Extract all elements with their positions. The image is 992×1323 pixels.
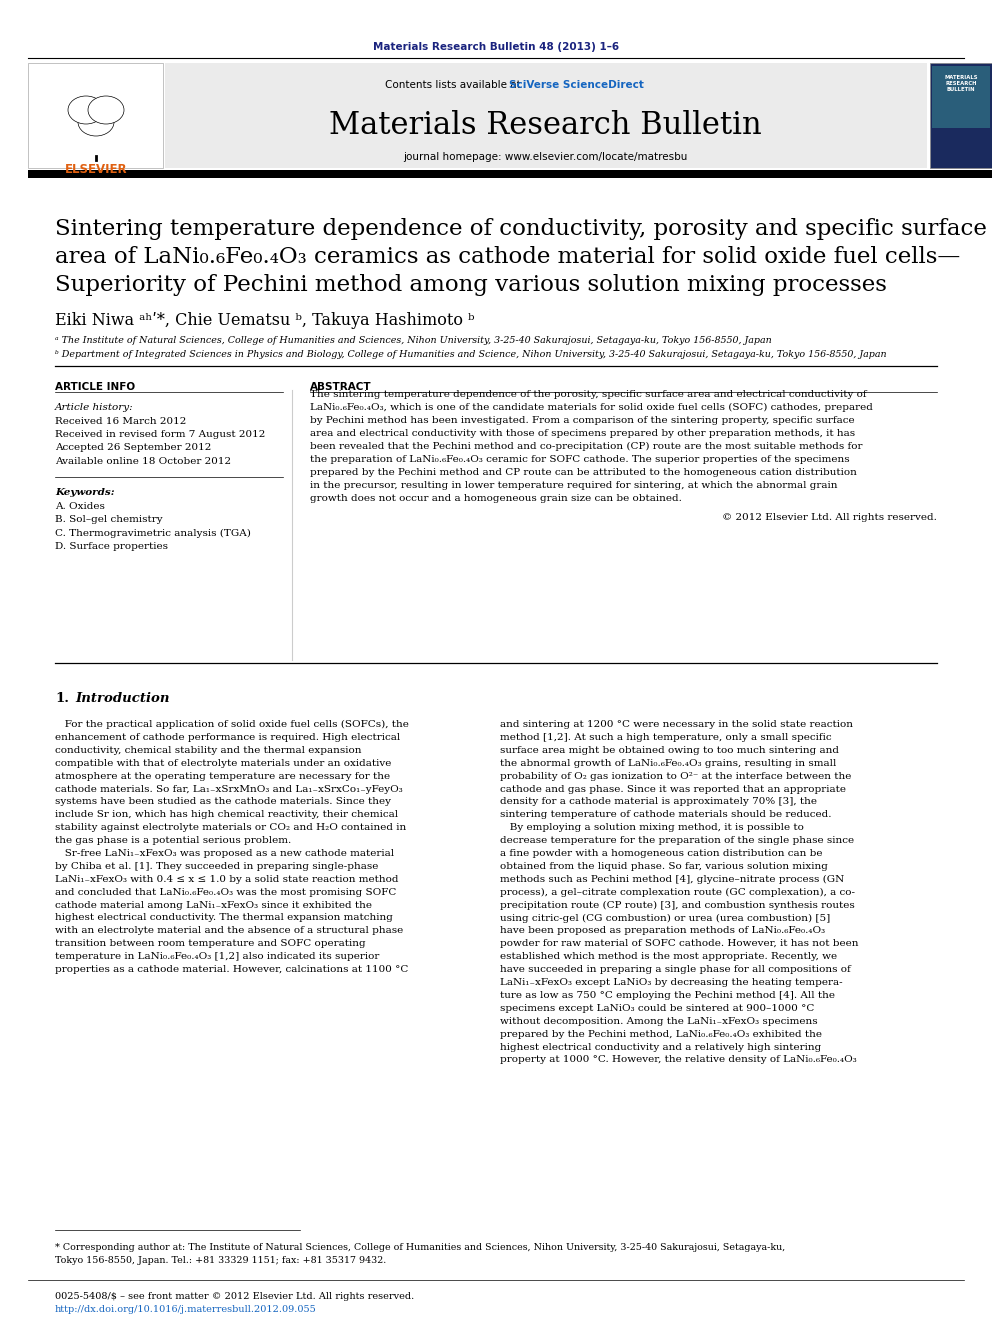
Text: MATERIALS
RESEARCH
BULLETIN: MATERIALS RESEARCH BULLETIN [944,75,978,93]
Text: specimens except LaNiO₃ could be sintered at 900–1000 °C: specimens except LaNiO₃ could be sintere… [500,1004,814,1013]
Text: and concluded that LaNi₀.₆Fe₀.₄O₃ was the most promising SOFC: and concluded that LaNi₀.₆Fe₀.₄O₃ was th… [55,888,397,897]
Text: and sintering at 1200 °C were necessary in the solid state reaction: and sintering at 1200 °C were necessary … [500,720,853,729]
Text: by Chiba et al. [1]. They succeeded in preparing single-phase: by Chiba et al. [1]. They succeeded in p… [55,861,378,871]
Bar [28,169,992,179]
Text: area of LaNi₀.₆Fe₀.₄O₃ ceramics as cathode material for solid oxide fuel cells—: area of LaNi₀.₆Fe₀.₄O₃ ceramics as catho… [55,246,960,269]
Bar [932,66,990,128]
Text: 0025-5408/$ – see front matter © 2012 Elsevier Ltd. All rights reserved.: 0025-5408/$ – see front matter © 2012 El… [55,1293,415,1301]
Text: atmosphere at the operating temperature are necessary for the: atmosphere at the operating temperature … [55,771,390,781]
Text: established which method is the most appropriate. Recently, we: established which method is the most app… [500,953,837,962]
Text: decrease temperature for the preparation of the single phase since: decrease temperature for the preparation… [500,836,854,845]
Text: Contents lists available at: Contents lists available at [385,79,524,90]
Text: a fine powder with a homogeneous cation distribution can be: a fine powder with a homogeneous cation … [500,849,822,859]
Text: methods such as Pechini method [4], glycine–nitrate process (GN: methods such as Pechini method [4], glyc… [500,875,844,884]
Bar [28,64,163,168]
Text: LaNi₀.₆Fe₀.₄O₃, which is one of the candidate materials for solid oxide fuel cel: LaNi₀.₆Fe₀.₄O₃, which is one of the cand… [310,404,873,413]
Text: Received in revised form 7 August 2012: Received in revised form 7 August 2012 [55,430,266,439]
Text: Received 16 March 2012: Received 16 March 2012 [55,417,186,426]
Text: the gas phase is a potential serious problem.: the gas phase is a potential serious pro… [55,836,292,845]
Text: Article history:: Article history: [55,404,134,411]
Text: ELSEVIER: ELSEVIER [64,163,127,176]
Text: density for a cathode material is approximately 70% [3], the: density for a cathode material is approx… [500,798,817,807]
Text: surface area might be obtained owing to too much sintering and: surface area might be obtained owing to … [500,746,839,755]
Text: with an electrolyte material and the absence of a structural phase: with an electrolyte material and the abs… [55,926,404,935]
Text: Materials Research Bulletin 48 (2013) 1–6: Materials Research Bulletin 48 (2013) 1–… [373,42,619,52]
Text: stability against electrolyte materials or CO₂ and H₂O contained in: stability against electrolyte materials … [55,823,407,832]
Text: C. Thermogravimetric analysis (TGA): C. Thermogravimetric analysis (TGA) [55,529,251,537]
Text: transition between room temperature and SOFC operating: transition between room temperature and … [55,939,366,949]
Text: Keywords:: Keywords: [55,488,115,497]
Text: Accepted 26 September 2012: Accepted 26 September 2012 [55,443,211,452]
Ellipse shape [68,97,104,124]
Text: Introduction: Introduction [75,692,170,705]
Text: compatible with that of electrolyte materials under an oxidative: compatible with that of electrolyte mate… [55,758,392,767]
Text: temperature in LaNi₀.₆Fe₀.₄O₃ [1,2] also indicated its superior: temperature in LaNi₀.₆Fe₀.₄O₃ [1,2] also… [55,953,379,962]
Ellipse shape [78,108,114,136]
Text: properties as a cathode material. However, calcinations at 1100 °C: properties as a cathode material. Howeve… [55,964,409,974]
Text: highest electrical conductivity. The thermal expansion matching: highest electrical conductivity. The the… [55,913,393,922]
Text: * Corresponding author at: The Institute of Natural Sciences, College of Humanit: * Corresponding author at: The Institute… [55,1244,786,1252]
Text: in the precursor, resulting in lower temperature required for sintering, at whic: in the precursor, resulting in lower tem… [310,482,837,490]
Text: Superiority of Pechini method among various solution mixing processes: Superiority of Pechini method among vari… [55,274,887,296]
Text: powder for raw material of SOFC cathode. However, it has not been: powder for raw material of SOFC cathode.… [500,939,858,949]
Text: Sr-free LaNi₁₋xFexO₃ was proposed as a new cathode material: Sr-free LaNi₁₋xFexO₃ was proposed as a n… [55,849,394,859]
Text: the preparation of LaNi₀.₆Fe₀.₄O₃ ceramic for SOFC cathode. The superior propert: the preparation of LaNi₀.₆Fe₀.₄O₃ cerami… [310,455,849,464]
Text: ARTICLE INFO: ARTICLE INFO [55,382,135,392]
Text: using citric-gel (CG combustion) or urea (urea combustion) [5]: using citric-gel (CG combustion) or urea… [500,913,830,922]
Text: obtained from the liquid phase. So far, various solution mixing: obtained from the liquid phase. So far, … [500,861,828,871]
Text: journal homepage: www.elsevier.com/locate/matresbu: journal homepage: www.elsevier.com/locat… [403,152,687,161]
Text: cathode and gas phase. Since it was reported that an appropriate: cathode and gas phase. Since it was repo… [500,785,846,794]
Text: LaNi₁₋xFexO₃ except LaNiO₃ by decreasing the heating tempera-: LaNi₁₋xFexO₃ except LaNiO₃ by decreasing… [500,978,842,987]
Text: prepared by the Pechini method, LaNi₀.₆Fe₀.₄O₃ exhibited the: prepared by the Pechini method, LaNi₀.₆F… [500,1029,822,1039]
Text: ABSTRACT: ABSTRACT [310,382,372,392]
Text: sintering temperature of cathode materials should be reduced.: sintering temperature of cathode materia… [500,810,831,819]
Text: Sintering temperature dependence of conductivity, porosity and specific surface: Sintering temperature dependence of cond… [55,218,987,239]
Text: For the practical application of solid oxide fuel cells (SOFCs), the: For the practical application of solid o… [55,720,409,729]
Text: highest electrical conductivity and a relatively high sintering: highest electrical conductivity and a re… [500,1043,821,1052]
Text: © 2012 Elsevier Ltd. All rights reserved.: © 2012 Elsevier Ltd. All rights reserved… [722,513,937,523]
Text: Available online 18 October 2012: Available online 18 October 2012 [55,456,231,466]
Text: prepared by the Pechini method and CP route can be attributed to the homogeneous: prepared by the Pechini method and CP ro… [310,468,857,478]
Text: probability of O₂ gas ionization to O²⁻ at the interface between the: probability of O₂ gas ionization to O²⁻ … [500,771,851,781]
Text: include Sr ion, which has high chemical reactivity, their chemical: include Sr ion, which has high chemical … [55,810,398,819]
Ellipse shape [88,97,124,124]
Text: Eiki Niwa ᵃʰʹ*, Chie Uematsu ᵇ, Takuya Hashimoto ᵇ: Eiki Niwa ᵃʰʹ*, Chie Uematsu ᵇ, Takuya H… [55,312,474,329]
Bar [165,64,927,168]
Text: have been proposed as preparation methods of LaNi₀.₆Fe₀.₄O₃: have been proposed as preparation method… [500,926,825,935]
Text: area and electrical conductivity with those of specimens prepared by other prepa: area and electrical conductivity with th… [310,429,855,438]
Text: 1.: 1. [55,692,69,705]
Text: ᵇ Department of Integrated Sciences in Physics and Biology, College of Humanitie: ᵇ Department of Integrated Sciences in P… [55,351,887,359]
Text: A. Oxides: A. Oxides [55,501,105,511]
Text: enhancement of cathode performance is required. High electrical: enhancement of cathode performance is re… [55,733,400,742]
Text: been revealed that the Pechini method and co-precipitation (CP) route are the mo: been revealed that the Pechini method an… [310,442,862,451]
Bar [930,64,992,168]
Text: by Pechini method has been investigated. From a comparison of the sintering prop: by Pechini method has been investigated.… [310,415,855,425]
Text: without decomposition. Among the LaNi₁₋xFexO₃ specimens: without decomposition. Among the LaNi₁₋x… [500,1016,817,1025]
Text: Tokyo 156-8550, Japan. Tel.: +81 33329 1151; fax: +81 35317 9432.: Tokyo 156-8550, Japan. Tel.: +81 33329 1… [55,1256,386,1265]
Text: systems have been studied as the cathode materials. Since they: systems have been studied as the cathode… [55,798,391,807]
Text: The sintering temperature dependence of the porosity, specific surface area and : The sintering temperature dependence of … [310,390,867,400]
Text: SciVerse ScienceDirect: SciVerse ScienceDirect [509,79,644,90]
Text: process), a gel–citrate complexation route (GC complexation), a co-: process), a gel–citrate complexation rou… [500,888,855,897]
Text: By employing a solution mixing method, it is possible to: By employing a solution mixing method, i… [500,823,804,832]
Text: have succeeded in preparing a single phase for all compositions of: have succeeded in preparing a single pha… [500,964,851,974]
Text: cathode materials. So far, La₁₋xSrxMnO₃ and La₁₋xSrxCo₁₋yFeyO₃: cathode materials. So far, La₁₋xSrxMnO₃ … [55,785,403,794]
Text: D. Surface properties: D. Surface properties [55,542,168,552]
Text: precipitation route (CP route) [3], and combustion synthesis routes: precipitation route (CP route) [3], and … [500,901,855,910]
Text: Materials Research Bulletin: Materials Research Bulletin [328,110,762,142]
Text: property at 1000 °C. However, the relative density of LaNi₀.₆Fe₀.₄O₃: property at 1000 °C. However, the relati… [500,1056,857,1065]
Text: B. Sol–gel chemistry: B. Sol–gel chemistry [55,515,163,524]
Text: conductivity, chemical stability and the thermal expansion: conductivity, chemical stability and the… [55,746,361,755]
Text: ture as low as 750 °C employing the Pechini method [4]. All the: ture as low as 750 °C employing the Pech… [500,991,835,1000]
Text: the abnormal growth of LaNi₀.₆Fe₀.₄O₃ grains, resulting in small: the abnormal growth of LaNi₀.₆Fe₀.₄O₃ gr… [500,758,836,767]
Text: growth does not occur and a homogeneous grain size can be obtained.: growth does not occur and a homogeneous … [310,493,682,503]
Text: LaNi₁₋xFexO₃ with 0.4 ≤ x ≤ 1.0 by a solid state reaction method: LaNi₁₋xFexO₃ with 0.4 ≤ x ≤ 1.0 by a sol… [55,875,399,884]
Text: cathode material among LaNi₁₋xFexO₃ since it exhibited the: cathode material among LaNi₁₋xFexO₃ sinc… [55,901,372,910]
Text: method [1,2]. At such a high temperature, only a small specific: method [1,2]. At such a high temperature… [500,733,831,742]
Text: ᵃ The Institute of Natural Sciences, College of Humanities and Sciences, Nihon U: ᵃ The Institute of Natural Sciences, Col… [55,336,772,345]
Text: http://dx.doi.org/10.1016/j.materresbull.2012.09.055: http://dx.doi.org/10.1016/j.materresbull… [55,1304,316,1314]
